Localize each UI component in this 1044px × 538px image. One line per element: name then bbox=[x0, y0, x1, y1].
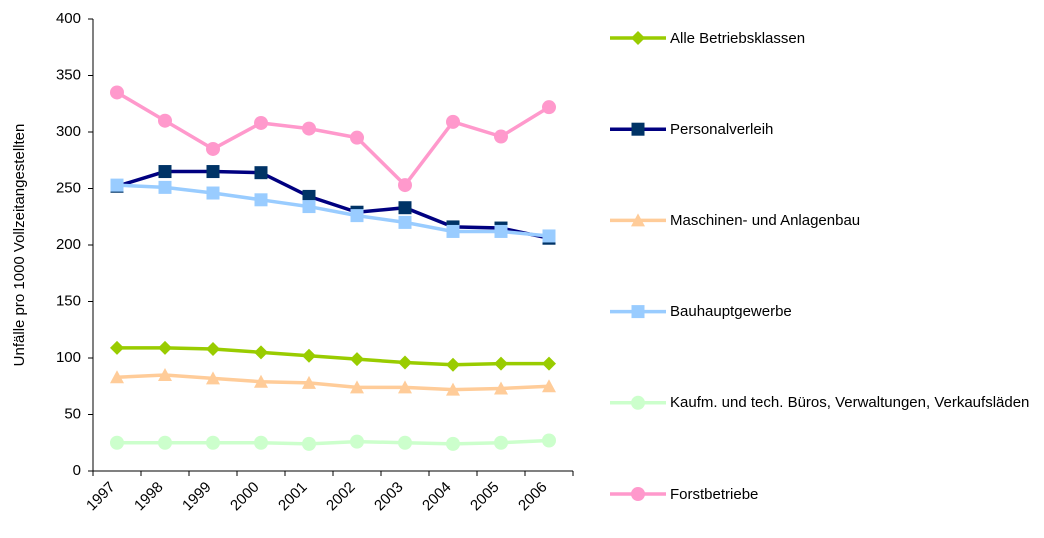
data-point bbox=[446, 357, 460, 372]
data-point bbox=[206, 435, 220, 450]
x-tick-label: 2003 bbox=[371, 479, 407, 515]
series-line bbox=[117, 438, 550, 446]
data-point bbox=[398, 178, 412, 193]
data-point bbox=[542, 433, 556, 448]
data-point bbox=[158, 340, 172, 355]
series-line bbox=[116, 90, 550, 188]
data-point bbox=[254, 435, 268, 450]
data-point bbox=[398, 201, 412, 215]
data-point bbox=[446, 114, 460, 129]
y-tick-label: 50 bbox=[64, 405, 81, 422]
data-point bbox=[254, 374, 268, 388]
legend-marker bbox=[631, 305, 645, 319]
data-point bbox=[206, 141, 220, 156]
legend-marker bbox=[631, 122, 645, 136]
data-point bbox=[398, 435, 412, 450]
series-line bbox=[116, 169, 550, 240]
y-tick-label: 0 bbox=[73, 462, 81, 479]
data-point bbox=[494, 356, 508, 371]
data-point bbox=[494, 224, 508, 238]
data-point bbox=[350, 434, 364, 449]
data-point bbox=[158, 165, 172, 179]
data-point bbox=[446, 224, 460, 238]
y-tick-label: 150 bbox=[56, 292, 81, 309]
data-point bbox=[350, 209, 364, 223]
x-tick-label: 1997 bbox=[83, 479, 119, 515]
data-point bbox=[542, 379, 556, 393]
data-point bbox=[302, 436, 316, 451]
legend-marker bbox=[631, 31, 645, 45]
data-point bbox=[542, 229, 556, 243]
data-point bbox=[398, 215, 412, 229]
data-point bbox=[494, 381, 508, 395]
x-tick-label: 1999 bbox=[179, 479, 215, 515]
data-point bbox=[302, 375, 316, 389]
data-point bbox=[542, 356, 556, 371]
x-tick-label: 2001 bbox=[275, 479, 311, 515]
data-point bbox=[254, 166, 268, 180]
x-tick-label: 2004 bbox=[419, 479, 455, 515]
legend-label: Alle Betriebsklassen bbox=[670, 29, 806, 47]
series-line bbox=[117, 346, 549, 367]
data-point bbox=[302, 348, 316, 363]
data-point bbox=[446, 382, 460, 396]
data-point bbox=[398, 380, 412, 394]
x-tick-label: 2005 bbox=[467, 479, 503, 515]
legend-marker bbox=[631, 487, 645, 501]
data-point bbox=[302, 121, 316, 136]
data-point bbox=[158, 367, 172, 381]
data-point bbox=[206, 165, 220, 179]
y-tick-label: 200 bbox=[56, 236, 81, 253]
legend-marker bbox=[631, 395, 645, 410]
y-axis-title: Unfälle pro 1000 Vollzeitangestellten bbox=[11, 124, 28, 367]
legend-marker bbox=[631, 213, 645, 227]
y-tick-label: 300 bbox=[56, 123, 81, 140]
data-point bbox=[110, 370, 124, 384]
data-point bbox=[254, 193, 268, 207]
data-point bbox=[110, 178, 124, 192]
series-line bbox=[116, 373, 550, 392]
data-point bbox=[446, 436, 460, 451]
data-point bbox=[302, 189, 316, 203]
legend-label: Bauhauptgewerbe bbox=[670, 303, 792, 321]
legend-label: Personalverleih bbox=[670, 120, 774, 138]
legend-label: Forstbetriebe bbox=[670, 485, 759, 503]
data-point bbox=[158, 113, 172, 128]
legend-label: Kaufm. und tech. Büros, Verwaltungen, Ve… bbox=[670, 394, 1030, 412]
data-point bbox=[158, 180, 172, 194]
data-point bbox=[110, 435, 124, 450]
series-line bbox=[116, 183, 550, 238]
x-tick-label: 2006 bbox=[515, 479, 551, 515]
y-tick-label: 400 bbox=[56, 10, 81, 27]
y-tick-label: 100 bbox=[56, 349, 81, 366]
data-point bbox=[254, 115, 268, 130]
y-tick-label: 250 bbox=[56, 179, 81, 196]
data-point bbox=[494, 129, 508, 144]
data-point bbox=[350, 352, 364, 367]
data-point bbox=[302, 200, 316, 214]
data-point bbox=[494, 435, 508, 450]
legend-label: Maschinen- und Anlagenbau bbox=[670, 211, 861, 229]
data-point bbox=[254, 345, 268, 360]
data-point bbox=[158, 435, 172, 450]
y-tick-label: 350 bbox=[56, 66, 81, 83]
data-point bbox=[110, 340, 124, 355]
data-point bbox=[206, 341, 220, 356]
x-tick-label: 2002 bbox=[323, 479, 359, 515]
data-point bbox=[542, 100, 556, 115]
data-point bbox=[350, 380, 364, 394]
x-tick-label: 1998 bbox=[131, 479, 167, 515]
data-point bbox=[350, 130, 364, 145]
data-point bbox=[206, 371, 220, 385]
x-tick-label: 2000 bbox=[227, 479, 263, 515]
data-point bbox=[398, 355, 412, 370]
data-point bbox=[110, 85, 124, 100]
data-point bbox=[206, 186, 220, 200]
